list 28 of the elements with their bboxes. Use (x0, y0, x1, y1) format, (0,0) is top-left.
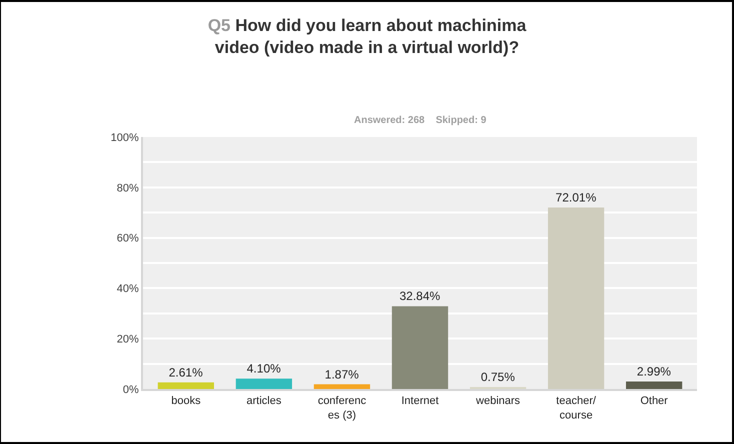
x-tick-label: articles (246, 395, 282, 408)
bar (314, 384, 370, 389)
y-tick-label: 100% (110, 132, 140, 144)
chart-title: Q5 How did you learn about machinima video (video made in a virtual world)? (208, 16, 527, 58)
x-tick-label: teacher/ course (556, 395, 597, 422)
data-label: 2.99% (636, 364, 672, 378)
x-tick-label: webinars (475, 395, 521, 408)
x-tick-label: books (171, 395, 202, 408)
y-tick-label: 40% (116, 283, 140, 296)
data-label: 32.84% (399, 289, 441, 304)
x-tick-label: conferenc es (3) (318, 395, 367, 422)
bar (392, 306, 448, 389)
y-tick-label: 80% (116, 182, 140, 194)
chart-subtitle: Answered: 268 Skipped: 9 (354, 115, 487, 126)
bar (236, 378, 292, 389)
data-label: 72.01% (556, 190, 597, 205)
data-label: 0.75% (480, 370, 516, 384)
bar (548, 208, 604, 389)
y-tick-label: 60% (116, 232, 140, 245)
y-tick-label: 20% (116, 333, 140, 346)
y-tick-label: 0% (122, 384, 140, 396)
data-label: 1.87% (324, 367, 360, 382)
x-tick-label: Internet (401, 395, 439, 408)
data-label: 4.10% (246, 362, 282, 376)
x-tick-label: Other (640, 395, 668, 408)
bar (626, 381, 682, 389)
bar (158, 382, 214, 389)
data-label: 2.61% (168, 365, 204, 380)
